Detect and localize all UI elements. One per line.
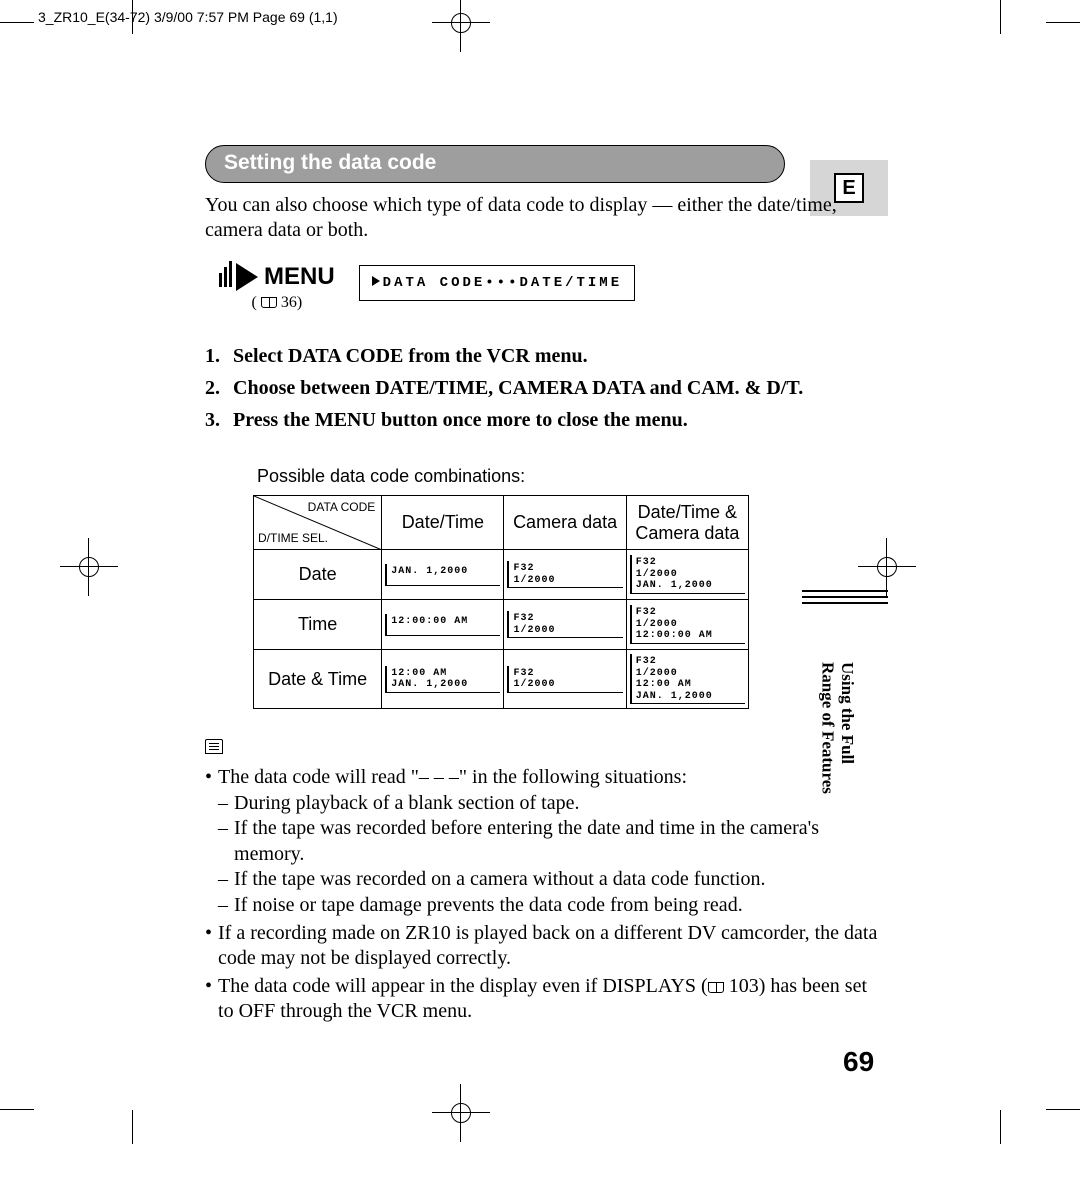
- cell-2-2: F32 1/2000: [504, 600, 626, 650]
- step-2: 2.Choose between DATE/TIME, CAMERA DATA …: [205, 372, 885, 404]
- play-icon: [236, 263, 258, 291]
- note-1: The data code will read "– – –" in the f…: [205, 765, 885, 919]
- col-header-3: Date/Time & Camera data: [626, 496, 748, 550]
- page-number: 69: [843, 1046, 874, 1078]
- menu-setting-box: DATA CODE•••DATE/TIME: [359, 265, 635, 301]
- menu-ref-page: 36: [281, 294, 297, 311]
- step-1: 1.Select DATA CODE from the VCR menu.: [205, 340, 885, 372]
- note-3: The data code will appear in the display…: [205, 974, 885, 1025]
- note-1-sub-2: If the tape was recorded before entering…: [218, 816, 885, 867]
- row-label-1: Date: [254, 550, 382, 600]
- book-icon: [708, 982, 724, 993]
- row-label-3: Date & Time: [254, 650, 382, 709]
- cell-1-2: F32 1/2000: [504, 550, 626, 600]
- triangle-icon: [372, 276, 380, 286]
- menu-setting-text: DATA CODE•••DATE/TIME: [383, 275, 622, 291]
- menu-word: MENU: [264, 263, 335, 291]
- cell-2-3: F32 1/2000 12:00:00 AM: [626, 600, 748, 650]
- table-caption: Possible data code combinations:: [257, 466, 885, 487]
- note-1-sub-1: During playback of a blank section of ta…: [218, 791, 885, 817]
- menu-page-ref: ( 36): [252, 294, 303, 312]
- cell-2-1: 12:00:00 AM: [382, 600, 504, 650]
- page-content: Setting the data code You can also choos…: [205, 145, 885, 1027]
- intro-text: You can also choose which type of data c…: [205, 193, 885, 243]
- cell-3-1: 12:00 AM JAN. 1,2000: [382, 650, 504, 709]
- crop-info: 3_ZR10_E(34-72) 3/9/00 7:57 PM Page 69 (…: [38, 9, 338, 25]
- data-code-table: DATA CODE D/TIME SEL. Date/Time Camera d…: [253, 495, 749, 709]
- menu-reference: MENU ( 36) DATA CODE•••DATE/TIME: [219, 261, 885, 312]
- note-2: If a recording made on ZR10 is played ba…: [205, 921, 885, 972]
- note-1-sub-3: If the tape was recorded on a camera wit…: [218, 867, 885, 893]
- cell-3-2: F32 1/2000: [504, 650, 626, 709]
- cell-1-3: F32 1/2000 JAN. 1,2000: [626, 550, 748, 600]
- steps-list: 1.Select DATA CODE from the VCR menu. 2.…: [205, 340, 885, 436]
- menu-glyph: MENU ( 36): [219, 261, 335, 312]
- cell-3-3: F32 1/2000 12:00 AM JAN. 1,2000: [626, 650, 748, 709]
- book-icon: [261, 297, 277, 308]
- step-3: 3.Press the MENU button once more to clo…: [205, 404, 885, 436]
- note-icon: [205, 739, 223, 754]
- col-header-1: Date/Time: [382, 496, 504, 550]
- note-1-sub-4: If noise or tape damage prevents the dat…: [218, 893, 885, 919]
- side-accent-bars: [802, 590, 888, 608]
- section-heading: Setting the data code: [205, 145, 785, 183]
- notes-list: The data code will read "– – –" in the f…: [205, 765, 885, 1025]
- col-header-2: Camera data: [504, 496, 626, 550]
- table-corner: DATA CODE D/TIME SEL.: [254, 496, 382, 550]
- section-side-label: Using the FullRange of Features: [818, 662, 857, 794]
- cell-1-1: JAN. 1,2000: [382, 550, 504, 600]
- row-label-2: Time: [254, 600, 382, 650]
- bars-icon: [219, 261, 234, 292]
